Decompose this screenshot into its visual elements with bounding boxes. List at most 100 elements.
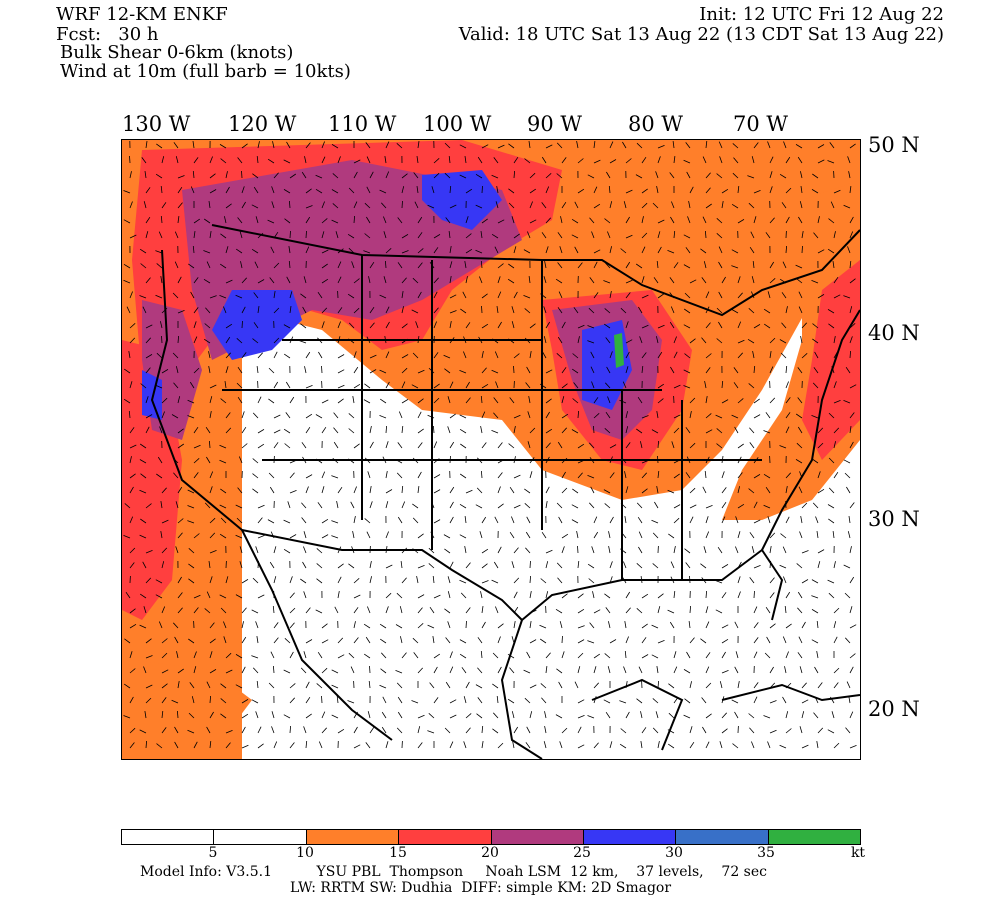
wind-barb [123, 683, 131, 689]
wind-barb [459, 534, 467, 539]
wind-barb [673, 590, 676, 599]
wind-barb [577, 410, 579, 419]
wind-barb [737, 576, 741, 584]
wind-barb [795, 264, 803, 269]
wind-barb [545, 666, 548, 674]
wind-barb [560, 216, 563, 224]
wind-barb [379, 398, 387, 404]
wind-barb [433, 489, 441, 494]
wind-barb [721, 592, 727, 599]
wind-barb [417, 533, 424, 539]
wind-barb [337, 637, 344, 644]
wind-barb [785, 306, 788, 314]
wind-barb [545, 321, 551, 329]
wind-barb [721, 651, 726, 659]
wind-barb [123, 368, 131, 374]
wind-barb [526, 651, 531, 659]
wind-barb [731, 265, 739, 269]
wind-barb [285, 412, 291, 419]
wind-barb [734, 426, 739, 434]
wind-barb [477, 637, 483, 644]
wind-barb [160, 276, 163, 284]
wind-barb [656, 486, 659, 494]
wind-barb [160, 501, 163, 509]
wind-barb [305, 188, 312, 194]
wind-barb [620, 307, 627, 314]
wind-barb [433, 247, 439, 254]
wind-barb [785, 623, 792, 629]
wind-barb [411, 309, 419, 314]
wind-barb [496, 186, 499, 194]
wind-barb [544, 711, 547, 719]
wind-barb [289, 697, 295, 704]
wind-barb [253, 667, 259, 674]
wind-barb [289, 725, 291, 734]
wind-barb [417, 248, 424, 254]
wind-barb [827, 309, 835, 314]
wind-barb [796, 278, 803, 284]
wind-barb [449, 741, 454, 749]
wind-barb [833, 336, 836, 344]
wind-barb [817, 442, 824, 449]
wind-barb [817, 682, 823, 689]
wind-barb [331, 684, 339, 689]
wind-barb [255, 621, 259, 629]
wind-barb [657, 246, 662, 254]
wind-barb [737, 292, 743, 299]
wind-barb [289, 230, 291, 239]
wind-barb [491, 369, 499, 374]
wind-barb [764, 652, 771, 659]
wind-barb [701, 277, 707, 284]
wind-barb [512, 741, 515, 749]
wind-barb [477, 156, 483, 164]
wind-barb [191, 696, 195, 704]
wind-barb [545, 217, 551, 224]
wind-barb [224, 381, 227, 389]
wind-barb [416, 156, 419, 164]
wind-barb [369, 486, 372, 494]
wind-barb [353, 383, 361, 389]
wind-barb [235, 684, 243, 689]
wind-barb [657, 219, 665, 224]
wind-barb [849, 143, 856, 149]
wind-barb [129, 337, 136, 344]
wind-barb [737, 681, 740, 689]
wind-barb [401, 234, 409, 239]
wind-barb [305, 696, 311, 704]
wind-barb [464, 261, 467, 269]
wind-barb [140, 263, 147, 269]
wind-barb [673, 504, 681, 509]
wind-barb [657, 145, 665, 149]
lon-label-120w: 120 W [228, 112, 297, 136]
wind-barb [397, 696, 403, 704]
wind-barb [657, 231, 661, 239]
wind-barb [829, 142, 835, 149]
wind-barb [641, 324, 649, 329]
wind-barb [523, 295, 531, 299]
wind-barb [828, 487, 835, 494]
wind-barb [124, 638, 131, 644]
wind-barb [129, 171, 132, 179]
wind-barb [769, 156, 774, 164]
wind-barb [193, 472, 199, 479]
wind-barb [529, 427, 536, 434]
wind-barb [395, 670, 403, 674]
wind-barb [383, 216, 387, 224]
wind-barb [161, 397, 168, 404]
wind-barb [401, 367, 408, 374]
wind-barb [827, 729, 835, 734]
wind-barb [289, 534, 297, 539]
wind-barb [283, 519, 291, 524]
wind-barb [301, 442, 307, 449]
wind-barb [447, 621, 451, 629]
wind-barb [604, 218, 611, 224]
wind-barb [369, 369, 377, 374]
wind-barb [577, 472, 583, 479]
wind-barb [513, 156, 519, 164]
wind-barb [731, 309, 739, 314]
wind-barb [321, 399, 329, 404]
wind-barb [635, 174, 643, 179]
wind-barb [811, 609, 819, 614]
wind-barb [188, 638, 195, 644]
wind-barb [556, 668, 563, 674]
